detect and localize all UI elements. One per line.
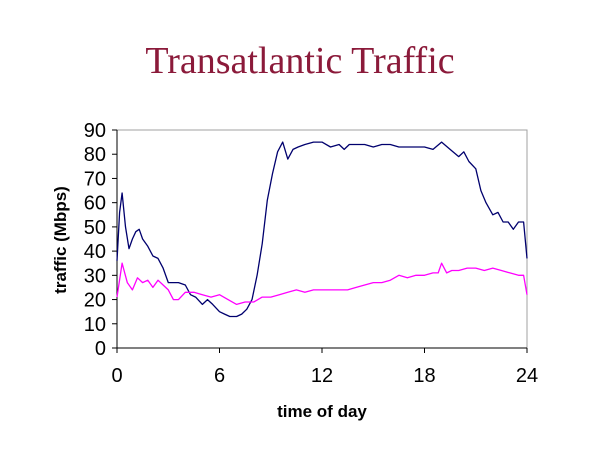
x-tick-label: 12: [311, 365, 333, 387]
y-tick-label: 10: [84, 314, 106, 336]
plot-frame: [116, 129, 528, 349]
plot-area: [116, 129, 528, 349]
series-line-1: [116, 141, 528, 318]
y-tick-label: 60: [84, 193, 106, 215]
x-tick-label: 24: [516, 365, 538, 387]
y-tick-label: 0: [95, 338, 106, 360]
x-tick-label: 0: [111, 365, 122, 387]
y-axis-label: traffic (Mbps): [51, 186, 70, 294]
y-tick-label: 80: [84, 144, 106, 166]
y-tick-label: 30: [84, 265, 106, 287]
y-tick-label: 50: [84, 217, 106, 239]
x-tick-label: 6: [214, 365, 225, 387]
y-tick-label: 40: [84, 241, 106, 263]
x-tick-label: 18: [413, 365, 435, 387]
y-tick-label: 70: [84, 168, 106, 190]
x-axis-label: time of day: [277, 402, 367, 421]
series-layer: [116, 141, 528, 318]
chart-title: Transatlantic Traffic: [145, 40, 454, 82]
y-tick-label: 90: [84, 120, 106, 142]
y-tick-label: 20: [84, 290, 106, 312]
x-axis-ticks: 0 6 12 18 24: [111, 348, 538, 387]
series-line-2: [116, 262, 528, 306]
